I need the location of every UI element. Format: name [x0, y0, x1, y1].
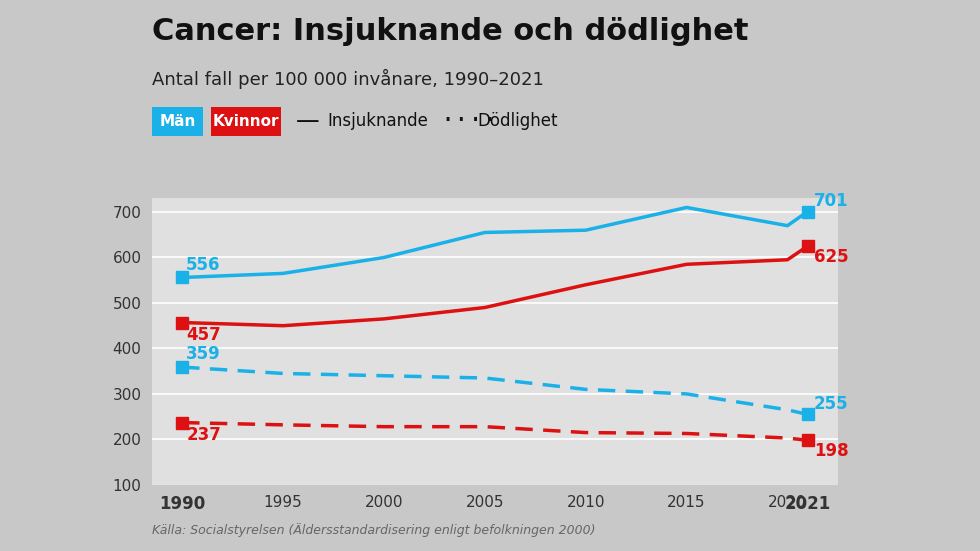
Text: Cancer: Insjuknande och dödlighet: Cancer: Insjuknande och dödlighet: [152, 17, 749, 46]
Text: 457: 457: [186, 326, 220, 344]
Text: 625: 625: [813, 248, 849, 266]
Text: —: —: [296, 109, 319, 133]
Text: 556: 556: [186, 256, 220, 274]
Text: Kvinnor: Kvinnor: [213, 114, 279, 129]
Text: 359: 359: [186, 345, 220, 364]
Text: 701: 701: [813, 192, 849, 210]
Text: 255: 255: [813, 395, 849, 413]
Text: 237: 237: [186, 426, 221, 444]
Text: Insjuknande: Insjuknande: [327, 112, 428, 130]
Text: Män: Män: [159, 114, 196, 129]
Text: Källa: Socialstyrelsen (Äldersstandardisering enligt befolkningen 2000): Källa: Socialstyrelsen (Äldersstandardis…: [152, 523, 596, 537]
Text: ····: ····: [440, 109, 497, 133]
Text: Antal fall per 100 000 invånare, 1990–2021: Antal fall per 100 000 invånare, 1990–20…: [152, 69, 544, 89]
Text: 198: 198: [813, 442, 849, 460]
Text: Dödlighet: Dödlighet: [477, 112, 558, 130]
